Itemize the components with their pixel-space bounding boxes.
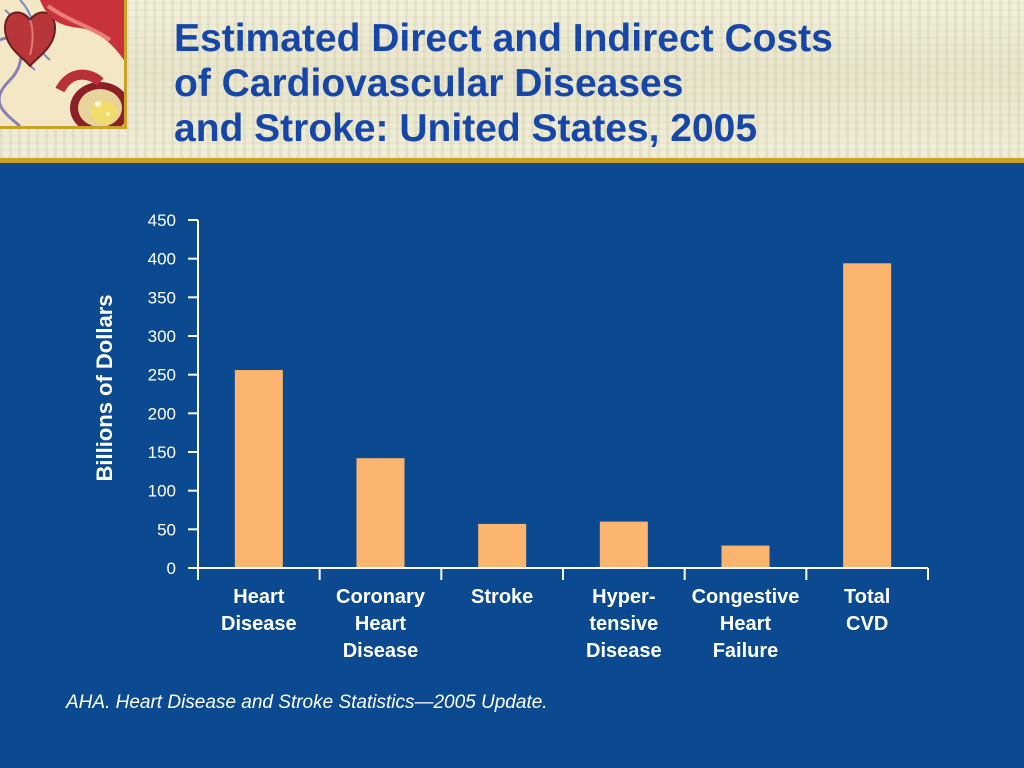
x-tick-label-line: Stroke: [471, 586, 533, 608]
x-tick-labels: Heart Disease Coronary Heart Disease Stroke Hy…: [221, 586, 890, 662]
x-tick-label: Heart Disease: [221, 586, 297, 635]
bar: [843, 263, 892, 568]
x-tick-label-line: Disease: [343, 640, 419, 662]
x-tick-label: Coronary Heart Disease: [336, 586, 426, 662]
x-tick-label-line: Heart: [355, 613, 406, 635]
bar: [721, 545, 770, 568]
x-tick-label-line: Disease: [586, 640, 662, 662]
y-ticks: 0 50 100 150 200 250 300 350 400 450: [148, 211, 198, 578]
bar: [478, 523, 527, 568]
x-tick-label-line: Total: [844, 586, 890, 608]
x-tick-label: Stroke: [471, 586, 533, 608]
axes: [197, 220, 929, 580]
x-tick-label-line: Coronary: [336, 586, 426, 608]
title-line: of Cardiovascular Diseases: [174, 62, 684, 105]
y-tick-label: 0: [167, 559, 176, 578]
y-axis-label: Billions of Dollars: [92, 294, 117, 481]
x-tick-label-line: Heart: [233, 586, 284, 608]
heart-artery-illustration-icon: [0, 0, 127, 129]
y-tick-label: 300: [148, 327, 176, 346]
header-band: [0, 0, 1024, 158]
title-line: and Stroke: United States, 2005: [174, 107, 758, 150]
x-tick-label: Total CVD: [844, 586, 890, 635]
x-tick-label-line: Hyper-: [592, 586, 655, 608]
y-axis-label-group: Billions of Dollars: [92, 294, 117, 481]
y-tick-label: 350: [148, 288, 176, 307]
x-tick-label-line: CVD: [846, 613, 888, 635]
bar: [356, 458, 405, 568]
x-tick-label: Congestive Heart Failure: [692, 586, 800, 662]
source-citation: AHA. Heart Disease and Stroke Statistics…: [66, 692, 548, 713]
y-tick-label: 50: [157, 520, 176, 539]
x-tick-label-line: tensive: [589, 613, 658, 635]
y-tick-label: 400: [148, 250, 176, 269]
x-tick-label-line: Heart: [720, 613, 771, 635]
y-tick-label: 150: [148, 443, 176, 462]
y-tick-label: 200: [148, 404, 176, 423]
x-tick-label-line: Disease: [221, 613, 297, 635]
x-tick-label: Hyper-tensive Disease: [586, 586, 662, 662]
bars: [234, 263, 892, 568]
title-line: Estimated Direct and Indirect Costs: [174, 17, 833, 60]
x-tick-label-line: Congestive: [692, 586, 800, 608]
header-divider: [0, 158, 1024, 163]
slide-title: Estimated Direct and Indirect Costs of C…: [174, 16, 994, 151]
bar: [234, 370, 283, 568]
y-tick-label: 100: [148, 482, 176, 501]
y-tick-label: 450: [148, 211, 176, 230]
y-tick-label: 250: [148, 366, 176, 385]
x-tick-label-line: Failure: [713, 640, 779, 662]
bar: [599, 521, 648, 568]
